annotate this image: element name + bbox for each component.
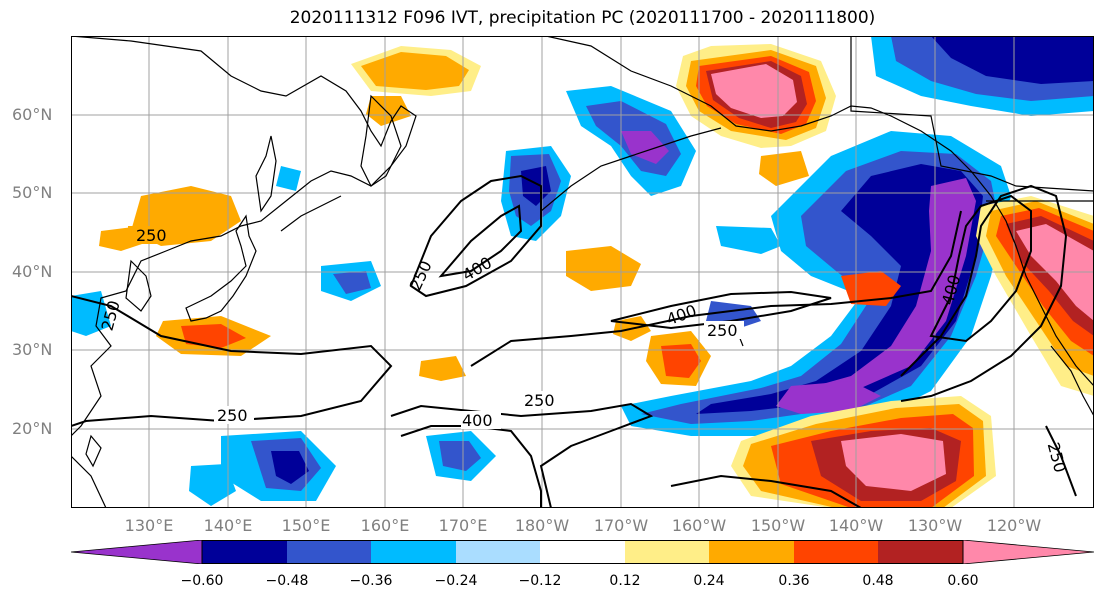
colorbar-bin-7 bbox=[625, 540, 710, 564]
lon-label-140w: 140°W bbox=[828, 516, 884, 535]
lon-label-160e: 160°E bbox=[360, 516, 410, 535]
precip-blob-ne-navy bbox=[931, 36, 1094, 84]
precip-blob-wpac-neg-4 bbox=[189, 464, 236, 506]
precip-blob-okhotsk-orange bbox=[361, 52, 469, 90]
precip-blob-wpac-neg-2c bbox=[271, 451, 309, 484]
colorbar-tick-5: 0.12 bbox=[609, 573, 641, 589]
precip-blob-mid-neg2 bbox=[716, 226, 781, 254]
colorbar-tick-9: 0.60 bbox=[947, 573, 979, 589]
coastlines bbox=[71, 36, 1094, 508]
precip-blob-cpac-6 bbox=[759, 151, 809, 186]
gridlines bbox=[71, 36, 1094, 508]
ivt-400-central bbox=[610, 290, 832, 330]
colorbar-tick-7: 0.36 bbox=[778, 573, 810, 589]
precip-blob-cpac-1 bbox=[566, 246, 641, 291]
lon-label-170e: 170°E bbox=[438, 516, 488, 535]
precip-blob-cpac-2red bbox=[661, 344, 701, 378]
map-svg: 250 250 250 400 400 250 250 250 400 400 … bbox=[71, 36, 1094, 508]
precip-shading bbox=[71, 36, 1094, 508]
precip-blob-aleutian-neg-purple bbox=[621, 131, 669, 164]
colorbar-tick-1: −0.48 bbox=[265, 573, 309, 589]
coast-baja bbox=[1050, 345, 1094, 417]
precip-blob-cpac-5red bbox=[181, 324, 246, 348]
coast-japan bbox=[185, 214, 257, 322]
contour-label-250-nw: 250 bbox=[406, 258, 436, 294]
contour-label-400-south: 400 bbox=[462, 411, 493, 430]
colorbar-bin-6 bbox=[540, 540, 625, 564]
colorbar-bin-11 bbox=[962, 540, 1094, 564]
colorbar-tick-4: −0.12 bbox=[518, 573, 562, 589]
colorbar-tick-6: 0.24 bbox=[693, 573, 725, 589]
lon-label-130e: 130°E bbox=[124, 516, 174, 535]
colorbar-tick-0: −0.60 bbox=[180, 573, 224, 589]
precip-blob-cpac-4 bbox=[419, 356, 466, 381]
ivt-400-nw-loop bbox=[438, 204, 523, 278]
colorbar-bin-4 bbox=[371, 540, 456, 564]
coast-taiwan bbox=[85, 434, 102, 468]
contour-label-250-east: 250 bbox=[707, 321, 738, 340]
colorbar-bin-2 bbox=[202, 540, 287, 564]
lon-label-140e: 140°E bbox=[203, 516, 253, 535]
contour-label-250-central: 250 bbox=[524, 391, 555, 410]
contour-label-250-japan: 250 bbox=[136, 226, 167, 245]
coast-korea bbox=[125, 259, 152, 312]
colorbar-bin-3 bbox=[287, 540, 372, 564]
colorbar-outline bbox=[201, 540, 964, 564]
coast-asia-mainland bbox=[71, 36, 417, 437]
precip-blob-wpac-neg-3b bbox=[439, 441, 481, 471]
ivt-400-east-ar bbox=[929, 194, 1032, 343]
ivt-250-nw-loop bbox=[409, 174, 542, 298]
coast-kurils bbox=[280, 195, 342, 232]
coast-aleutians bbox=[540, 127, 722, 212]
coast-sakhalin bbox=[255, 135, 277, 213]
colorbar-bin-9 bbox=[794, 540, 879, 564]
map-panel: 250 250 250 400 400 250 250 250 400 400 … bbox=[71, 36, 1094, 508]
lon-label-160w: 160°W bbox=[671, 516, 727, 535]
ivt-250-ne bbox=[1045, 425, 1077, 497]
precip-blob-alaska-pink bbox=[711, 64, 797, 118]
precip-blob-coast-neg-1 bbox=[71, 291, 111, 336]
precip-blob-sakhalin bbox=[276, 166, 301, 191]
ivt-250-east-ar bbox=[900, 184, 1068, 402]
precip-blob-npac-neg-navy bbox=[521, 166, 551, 206]
ivt-contours bbox=[71, 174, 1077, 508]
lon-label-170w: 170°W bbox=[593, 516, 649, 535]
precip-blob-wpac-neg-1b bbox=[333, 271, 371, 294]
ivt-250-south bbox=[390, 402, 654, 508]
lat-label-50n: 50°N bbox=[12, 183, 53, 202]
coast-alaska bbox=[545, 36, 1094, 387]
precip-blob-subtrop-pink bbox=[841, 434, 946, 491]
coast-kamchatka bbox=[360, 94, 402, 187]
colorbar-tick-3: −0.24 bbox=[434, 573, 478, 589]
precip-band-ar-purple2 bbox=[776, 381, 881, 414]
coast-philippines bbox=[71, 455, 107, 508]
chart-title: 2020111312 F096 IVT, precipitation PC (2… bbox=[289, 8, 876, 28]
ivt-250-central bbox=[470, 210, 962, 367]
colorbar bbox=[71, 540, 1094, 564]
lon-label-150w: 150°W bbox=[750, 516, 806, 535]
colorbar-bin-5 bbox=[456, 540, 541, 564]
contour-label-250-mid: 250 bbox=[217, 406, 248, 425]
colorbar-bin-8 bbox=[709, 540, 794, 564]
precip-band-ar-purple bbox=[801, 178, 976, 398]
lat-label-30n: 30°N bbox=[12, 340, 53, 359]
coast-canada-border bbox=[850, 36, 1094, 192]
lon-label-180w: 180°W bbox=[514, 516, 570, 535]
lat-label-20n: 20°N bbox=[12, 419, 53, 438]
colorbar-bin-1 bbox=[71, 540, 203, 564]
precip-blob-kamchatka-orange bbox=[366, 96, 411, 126]
ivt-250-se bbox=[670, 474, 862, 508]
colorbar-tick-8: 0.48 bbox=[862, 573, 894, 589]
colorbar-tick-2: −0.36 bbox=[349, 573, 393, 589]
colorbar-bin-10 bbox=[878, 540, 963, 564]
lat-label-60n: 60°N bbox=[12, 105, 53, 124]
lon-label-130w: 130°W bbox=[907, 516, 963, 535]
ivt-250-mid bbox=[71, 295, 393, 427]
lon-label-120w: 120°W bbox=[986, 516, 1042, 535]
lat-label-40n: 40°N bbox=[12, 262, 53, 281]
ivt-400-south bbox=[400, 425, 542, 508]
lon-label-150e: 150°E bbox=[281, 516, 331, 535]
contour-label-250-se: 250 bbox=[1044, 440, 1070, 474]
